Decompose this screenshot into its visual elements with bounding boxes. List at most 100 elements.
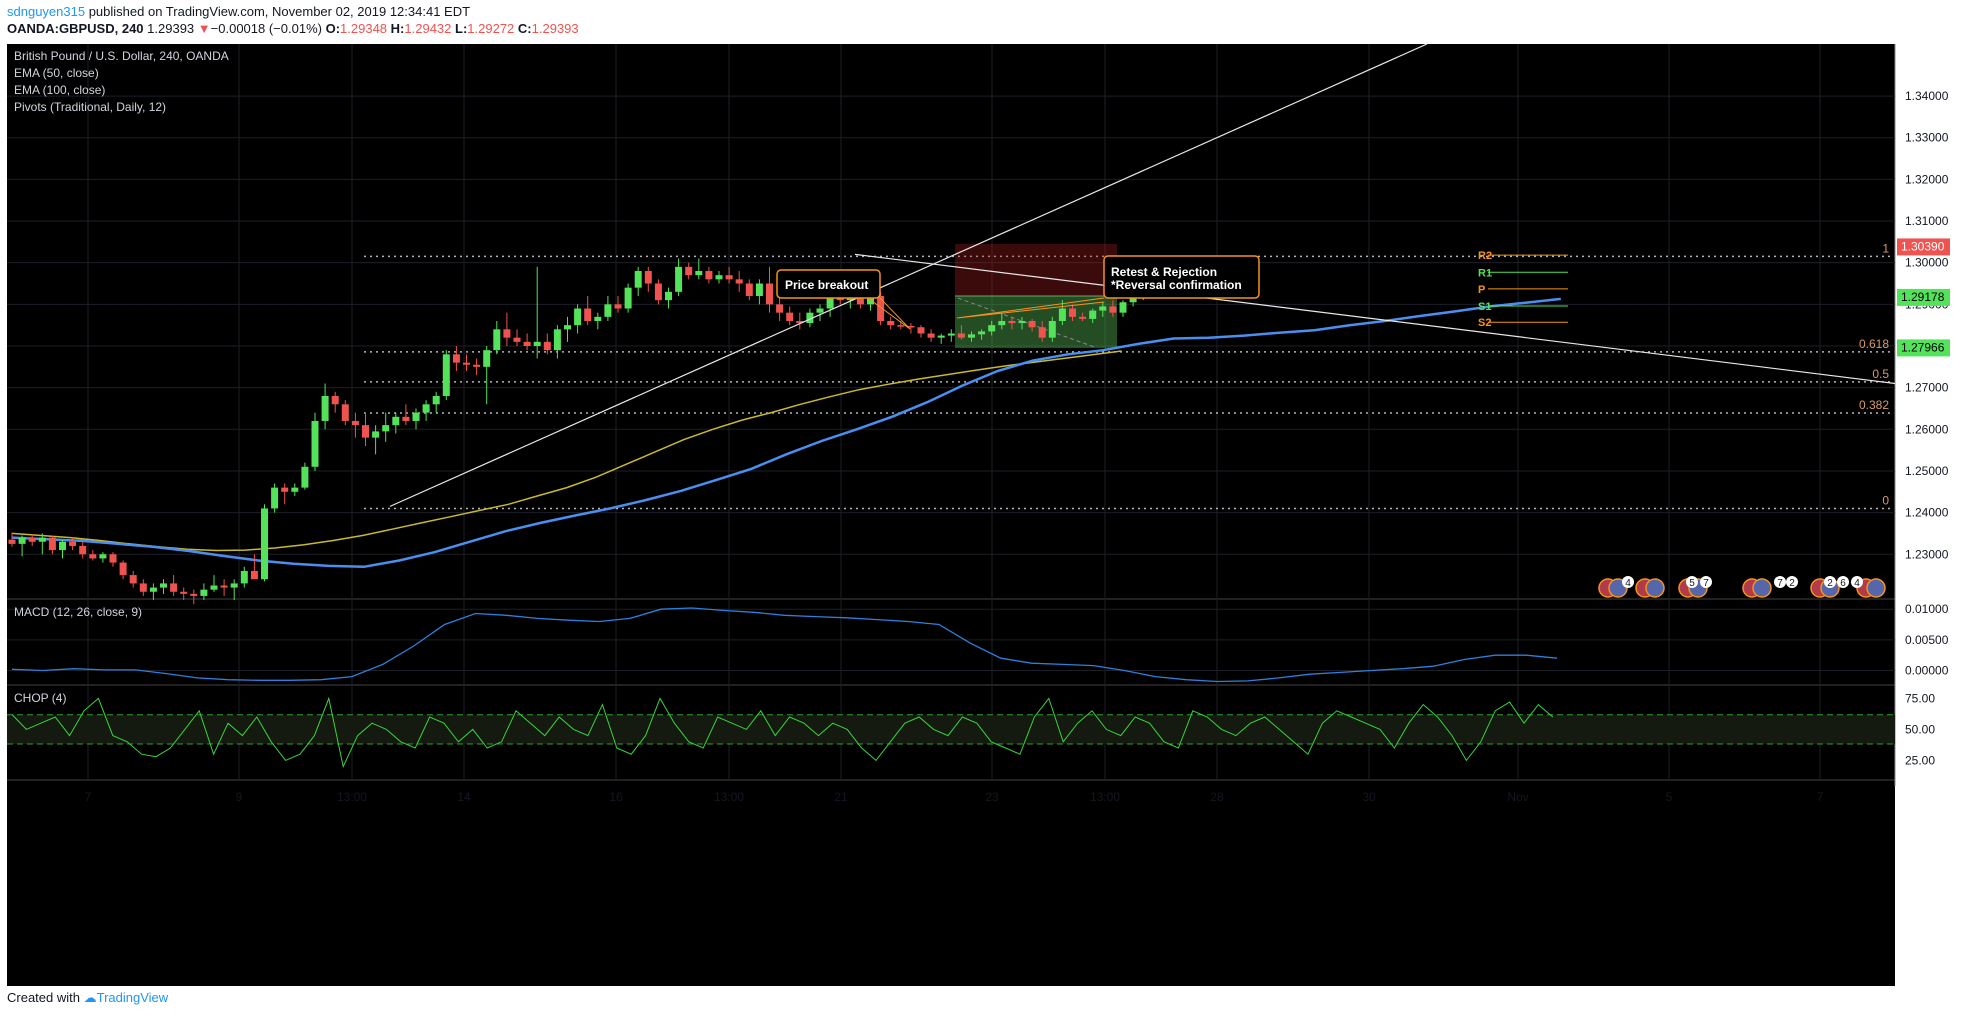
candle-body (897, 325, 905, 327)
x-tick-label: 28 (1210, 790, 1224, 804)
retest-rejection-callout (1103, 255, 1260, 299)
candle-body (18, 537, 26, 544)
candle-body (998, 321, 1006, 326)
candle-body (927, 333, 935, 338)
y-tick-label: 1.23000 (1905, 547, 1949, 561)
annotations[interactable]: Price breakout Retest & Rejection*Reversa… (776, 255, 1260, 330)
ema-50-line (11, 297, 1561, 569)
candle-body (523, 341, 531, 346)
legend-item: British Pound / U.S. Dollar, 240, OANDA (14, 49, 229, 63)
candle-body (452, 354, 460, 363)
indicator-legend: MACD (12, 26, close, 9) CHOP (4) British P… (14, 49, 229, 705)
candle-body (806, 312, 814, 324)
author-link[interactable]: sdnguyen315 (7, 4, 86, 19)
fib-level-label: 1 (1882, 241, 1889, 255)
candle-body (796, 321, 804, 324)
x-tick-label: 13:00 (714, 790, 744, 804)
candle-body (816, 308, 824, 313)
candle-body (604, 304, 612, 317)
candle-body (210, 585, 218, 590)
candle-body (382, 425, 390, 432)
price-axis[interactable]: 1.230001.240001.250001.260001.270001.280… (1897, 89, 1950, 767)
candle-body (281, 487, 289, 492)
candle-body (48, 537, 56, 551)
candle-body (1079, 316, 1087, 319)
x-tick-label: 21 (834, 790, 848, 804)
candle-body (1119, 302, 1127, 313)
event-count-badge (1700, 576, 1712, 588)
x-tick-label: 14 (457, 790, 471, 804)
pivot-lines: R2 R1 P S1 S2 (1478, 250, 1568, 329)
candle-body (149, 587, 157, 592)
event-count-text: 5 (1689, 578, 1695, 589)
candle-body (543, 341, 551, 351)
chart-background (0, 44, 1962, 986)
event-count-text: 7 (1703, 578, 1709, 589)
macd-tick-label: 0.00000 (1905, 664, 1949, 678)
tradingview-link[interactable]: TradingView (96, 990, 169, 1005)
footer: Created with ☁TradingView (0, 986, 1962, 1014)
candle-body (301, 466, 309, 488)
candle-body (38, 537, 46, 542)
time-axis[interactable]: 7 9 13:00 14 16 13:00 21 23 13:00 28 30 Nov 5 7 (85, 790, 1824, 804)
candle-body (957, 333, 965, 338)
candle-body (1089, 310, 1097, 319)
x-tick-label: 13:00 (1090, 790, 1120, 804)
candle-body (1048, 321, 1056, 338)
y-tick-label: 1.26000 (1905, 422, 1949, 436)
candle-body (261, 508, 268, 580)
callout-pointer (956, 297, 1105, 319)
price-badge-text: 1.29178 (1901, 290, 1945, 304)
candle-body (79, 545, 87, 555)
candle-body (230, 583, 238, 588)
ascending-trendline (389, 44, 1428, 507)
pivot-label: P (1478, 284, 1485, 296)
candle-body (826, 298, 834, 309)
candle-body (968, 334, 975, 338)
x-tick-label: 30 (1362, 790, 1376, 804)
event-count-text: 6 (1840, 578, 1846, 589)
pivot-label: R1 (1478, 267, 1492, 279)
candle-body (564, 325, 571, 330)
candle-body (644, 271, 652, 284)
candle-body (715, 275, 723, 280)
candle-body (422, 404, 430, 413)
event-count-text: 2 (1789, 578, 1795, 589)
event-count-text: 4 (1625, 578, 1631, 589)
candle-body (836, 298, 844, 301)
country-flag-icon (1866, 578, 1886, 598)
candle-body (99, 554, 107, 559)
event-count-badge (1837, 576, 1849, 588)
close-label: C: (517, 21, 532, 36)
candle-body (69, 541, 77, 546)
chop-pane (7, 696, 1895, 769)
fib-retracement[interactable]: 1 0.618 0.5 0.382 0 (364, 241, 1893, 510)
y-tick-label: 1.34000 (1905, 89, 1949, 103)
y-tick-label: 1.24000 (1905, 506, 1949, 520)
candle-body (705, 271, 713, 280)
x-tick-label: 7 (1817, 790, 1824, 804)
chart-canvas[interactable]: 1 0.618 0.5 0.382 0 R2 R1 P S1 S2 Price breakout… (0, 44, 1962, 986)
price-breakout-text: Price breakout (785, 278, 868, 292)
price-breakout-callout (776, 269, 881, 299)
candle-body (8, 539, 16, 544)
legend-item: EMA (50, close) (14, 66, 99, 80)
candle-body (755, 283, 763, 297)
candle-body (200, 589, 208, 596)
callout-pointer (867, 297, 911, 330)
fib-level-label: 0.618 (1859, 337, 1889, 351)
event-count-text: 4 (1854, 578, 1860, 589)
pivot-label: R2 (1478, 250, 1492, 262)
fib-level-label: 0 (1882, 493, 1889, 507)
x-tick-label: 5 (1666, 790, 1673, 804)
high-label: H: (390, 21, 405, 36)
candle-body (341, 404, 349, 421)
country-flag-icon (1645, 578, 1665, 598)
price-change: −0.00018 (−0.01%) (210, 21, 322, 36)
candle-body (473, 364, 481, 367)
low-label: L: (455, 21, 468, 36)
trendlines[interactable] (389, 44, 1896, 507)
price-badge-text: 1.27966 (1901, 340, 1945, 354)
candle-body (1069, 308, 1076, 317)
